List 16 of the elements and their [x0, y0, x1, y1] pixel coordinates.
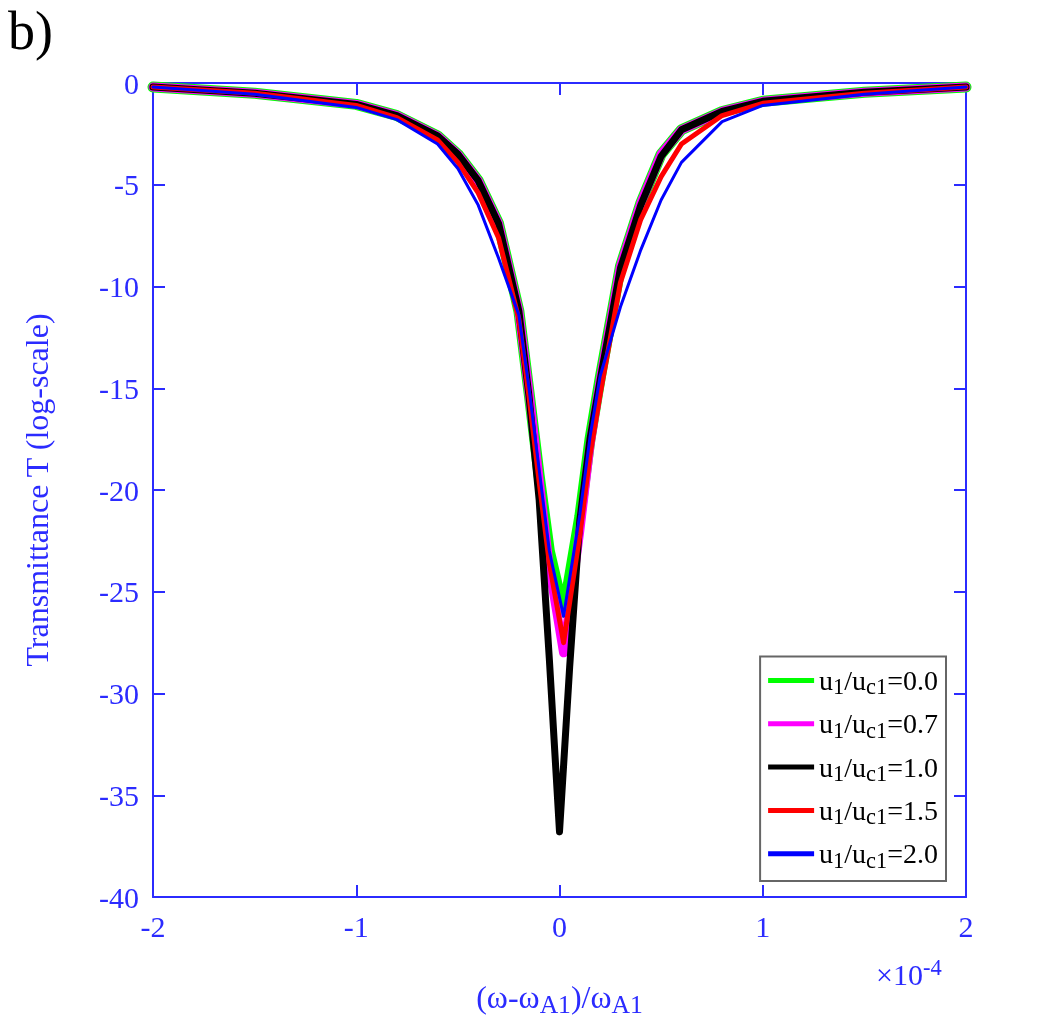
x-tick-label: 0: [552, 909, 567, 943]
x-tick-label: 2: [958, 909, 974, 943]
text: b): [8, 1, 53, 61]
x-tick-label: -1: [343, 909, 369, 943]
y-tick-label: -30: [99, 677, 139, 710]
y-tick-label: -25: [99, 575, 139, 609]
y-tick-label: -40: [99, 880, 139, 914]
y-tick-label: -5: [114, 168, 139, 202]
y-tick-label: -20: [99, 473, 139, 507]
y-tick-label: -10: [99, 270, 139, 303]
y-axis-title: Transmittance T (log-scale): [19, 313, 55, 667]
y-tick-label: -35: [99, 778, 139, 812]
x-tick-label: -2: [140, 909, 166, 943]
x-tick-label: 1: [755, 909, 771, 943]
y-tick-label: -15: [99, 371, 139, 405]
y-tick-label: 0: [124, 66, 139, 100]
